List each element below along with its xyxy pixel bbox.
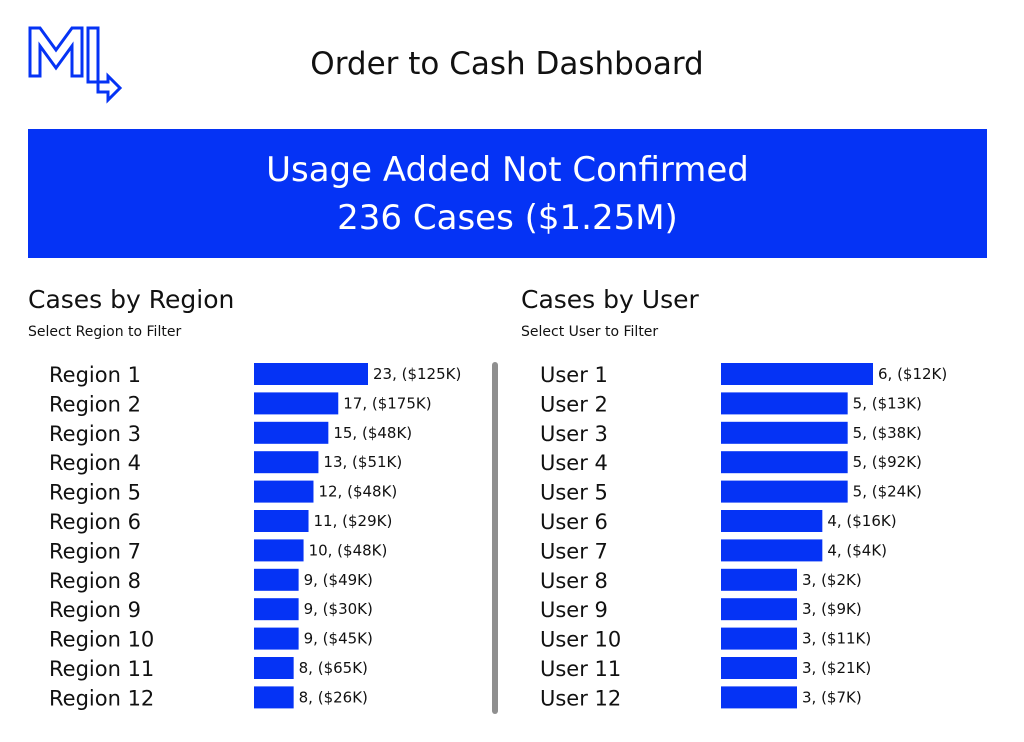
region-bar[interactable] xyxy=(254,421,329,444)
region-value-label: 23, ($125K) xyxy=(373,365,461,383)
user-bar[interactable] xyxy=(721,363,873,385)
region-bar[interactable] xyxy=(254,686,294,709)
region-chart-title: Cases by Region xyxy=(28,285,235,314)
user-bar[interactable] xyxy=(721,510,823,532)
user-value-label: 4, ($4K) xyxy=(827,541,887,559)
user-bar[interactable] xyxy=(721,598,797,621)
region-value-label: 15, ($48K) xyxy=(333,424,412,442)
region-value-label: 11, ($29K) xyxy=(314,512,393,530)
banner-case-count: 236 Cases ($1.25M) xyxy=(337,197,678,238)
m-logo-arrow-icon xyxy=(28,26,123,104)
region-panel: Cases by Region Select Region to Filter … xyxy=(28,283,498,723)
region-value-label: 9, ($30K) xyxy=(304,600,373,618)
user-label[interactable]: User 10 xyxy=(540,628,621,652)
user-label[interactable]: User 7 xyxy=(540,539,608,563)
region-label[interactable]: Region 2 xyxy=(49,392,141,416)
region-value-label: 8, ($26K) xyxy=(299,688,368,706)
user-value-label: 6, ($12K) xyxy=(878,365,947,383)
user-value-label: 3, ($2K) xyxy=(802,571,862,589)
user-label[interactable]: User 12 xyxy=(540,686,621,710)
region-bar[interactable] xyxy=(254,598,299,621)
user-chart-title: Cases by User xyxy=(521,285,699,314)
region-value-label: 9, ($49K) xyxy=(304,571,373,589)
user-bar-chart: User 1 6, ($12K) User 2 5, ($13K) User 3 5, (… xyxy=(540,363,947,710)
region-label[interactable]: Region 1 xyxy=(49,363,141,387)
region-bar[interactable] xyxy=(254,657,294,679)
region-label[interactable]: Region 8 xyxy=(49,569,141,593)
user-label[interactable]: User 2 xyxy=(540,392,608,416)
region-label[interactable]: Region 9 xyxy=(49,598,141,622)
region-filter-hint: Select Region to Filter xyxy=(28,324,182,340)
region-label[interactable]: Region 5 xyxy=(49,481,141,505)
region-bar[interactable] xyxy=(254,451,319,474)
user-label[interactable]: User 6 xyxy=(540,510,608,534)
region-value-label: 10, ($48K) xyxy=(309,541,388,559)
summary-banner: Usage Added Not Confirmed 236 Cases ($1.… xyxy=(28,129,987,258)
user-value-label: 5, ($13K) xyxy=(853,394,922,412)
panel-divider xyxy=(492,362,498,714)
user-bar[interactable] xyxy=(721,392,848,415)
region-bar[interactable] xyxy=(254,568,299,591)
user-label[interactable]: User 1 xyxy=(540,363,608,387)
user-value-label: 4, ($16K) xyxy=(827,512,896,530)
region-bar-chart: Region 1 23, ($125K) Region 2 17, ($175K) Re… xyxy=(49,363,461,710)
user-label[interactable]: User 9 xyxy=(540,598,608,622)
user-bar[interactable] xyxy=(721,539,823,562)
region-bar[interactable] xyxy=(254,363,368,385)
region-bar[interactable] xyxy=(254,510,309,532)
user-value-label: 5, ($92K) xyxy=(853,453,922,471)
user-label[interactable]: User 4 xyxy=(540,451,608,475)
user-bar[interactable] xyxy=(721,568,797,591)
region-value-label: 17, ($175K) xyxy=(343,394,431,412)
user-bar[interactable] xyxy=(721,451,848,474)
user-bar[interactable] xyxy=(721,627,797,650)
region-label[interactable]: Region 3 xyxy=(49,422,141,446)
region-label[interactable]: Region 11 xyxy=(49,657,154,681)
user-label[interactable]: User 5 xyxy=(540,481,608,505)
user-value-label: 5, ($38K) xyxy=(853,424,922,442)
banner-title: Usage Added Not Confirmed xyxy=(266,149,749,190)
user-label[interactable]: User 8 xyxy=(540,569,608,593)
region-bar[interactable] xyxy=(254,539,304,562)
user-value-label: 3, ($9K) xyxy=(802,600,862,618)
user-panel: Cases by User Select User to Filter User… xyxy=(521,283,991,723)
user-value-label: 3, ($21K) xyxy=(802,659,871,677)
page-title: Order to Cash Dashboard xyxy=(310,46,704,82)
user-label[interactable]: User 11 xyxy=(540,657,621,681)
region-bar[interactable] xyxy=(254,392,339,415)
user-label[interactable]: User 3 xyxy=(540,422,608,446)
region-label[interactable]: Region 4 xyxy=(49,451,141,475)
user-filter-hint: Select User to Filter xyxy=(521,324,659,340)
user-value-label: 5, ($24K) xyxy=(853,483,922,501)
region-value-label: 9, ($45K) xyxy=(304,630,373,648)
region-label[interactable]: Region 12 xyxy=(49,686,154,710)
region-value-label: 13, ($51K) xyxy=(323,453,402,471)
region-value-label: 12, ($48K) xyxy=(318,483,397,501)
user-value-label: 3, ($7K) xyxy=(802,688,862,706)
region-label[interactable]: Region 10 xyxy=(49,628,154,652)
user-bar[interactable] xyxy=(721,657,797,679)
region-bar[interactable] xyxy=(254,480,314,503)
user-bar[interactable] xyxy=(721,480,848,503)
region-label[interactable]: Region 6 xyxy=(49,510,141,534)
user-bar[interactable] xyxy=(721,421,848,444)
region-bar[interactable] xyxy=(254,627,299,650)
user-value-label: 3, ($11K) xyxy=(802,630,871,648)
user-bar[interactable] xyxy=(721,686,797,709)
region-label[interactable]: Region 7 xyxy=(49,539,141,563)
region-value-label: 8, ($65K) xyxy=(299,659,368,677)
